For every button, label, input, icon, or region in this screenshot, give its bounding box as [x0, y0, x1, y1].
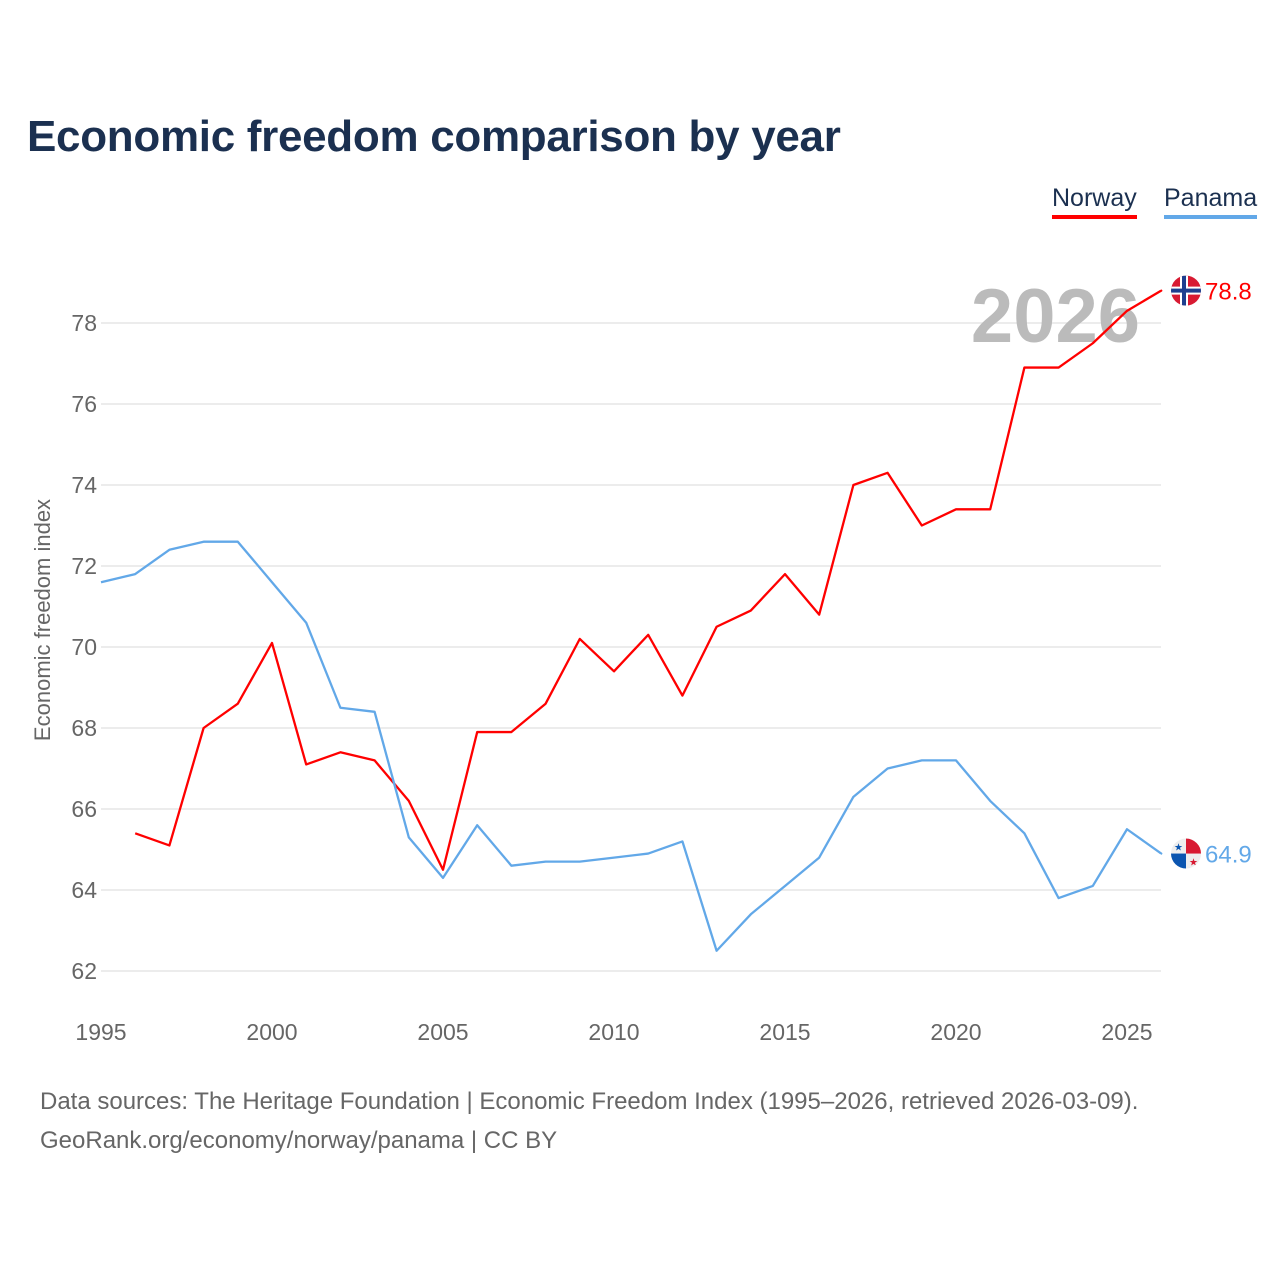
y-tick-label: 72 — [71, 553, 97, 579]
y-tick-label: 76 — [71, 391, 97, 417]
y-tick-label: 66 — [71, 796, 97, 822]
svg-text:★: ★ — [1189, 858, 1198, 869]
x-tick-label: 2015 — [759, 1019, 810, 1045]
y-axis-label: Economic freedom index — [30, 499, 55, 741]
y-tick-label: 62 — [71, 958, 97, 984]
x-tick-label: 2020 — [930, 1019, 981, 1045]
x-tick-label: 2010 — [588, 1019, 639, 1045]
legend-norway[interactable]: Norway — [1052, 184, 1137, 219]
y-tick-label: 78 — [71, 310, 97, 336]
x-tick-label: 2005 — [417, 1019, 468, 1045]
x-tick-label: 1995 — [75, 1019, 126, 1045]
year-watermark: 2026 — [971, 274, 1140, 359]
legend-panama[interactable]: Panama — [1164, 184, 1258, 219]
y-tick-label: 74 — [71, 472, 97, 498]
y-tick-label: 70 — [71, 634, 97, 660]
end-value-label-norway: 78.8 — [1205, 279, 1252, 306]
end-value-label-panama: 64.9 — [1205, 842, 1252, 869]
x-tick-label: 2000 — [246, 1019, 297, 1045]
x-tick-label: 2025 — [1101, 1019, 1152, 1045]
panama-flag-icon: ★★ — [1171, 838, 1201, 869]
y-tick-label: 64 — [71, 877, 97, 903]
norway-flag-icon — [1171, 275, 1201, 306]
series-line-norway — [134, 289, 1163, 871]
svg-text:★: ★ — [1174, 843, 1183, 854]
y-tick-label: 68 — [71, 715, 97, 741]
series-line-panama — [100, 540, 1163, 952]
chart-title: Economic freedom comparison by year — [27, 112, 841, 161]
footer-attribution: GeoRank.org/economy/norway/panama | CC B… — [40, 1127, 558, 1154]
footer-sources: Data sources: The Heritage Foundation | … — [40, 1088, 1139, 1115]
